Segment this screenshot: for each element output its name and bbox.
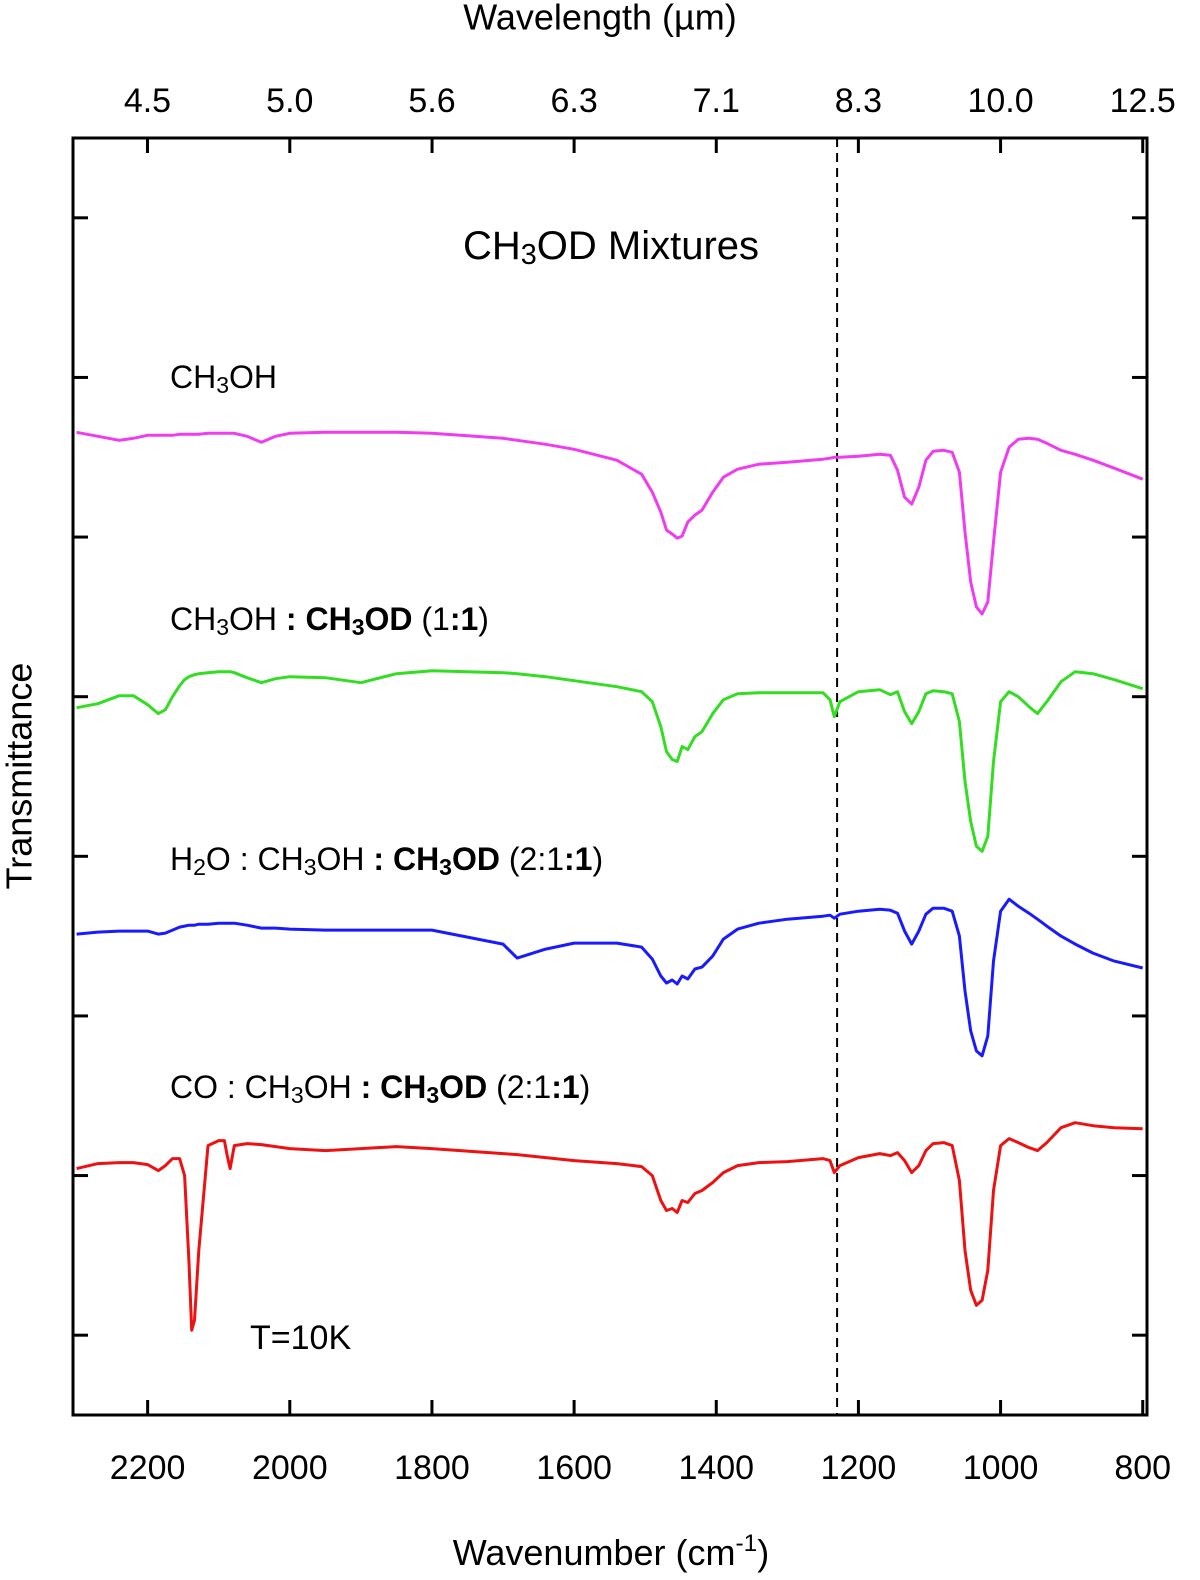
plot-frame [71, 136, 1149, 1417]
series-label-run: ) [580, 1069, 591, 1105]
series-label-run: 3 [216, 614, 229, 640]
series-label-run: OH [317, 841, 374, 877]
series-label-run: : CH [286, 601, 352, 637]
chart-title-run: 3 [521, 239, 537, 271]
series-line [76, 669, 1144, 853]
x2-axis-label: Wavelength (µm) [463, 0, 736, 38]
series-label-run: (2:1 [500, 841, 564, 877]
x-tick-label: 1600 [536, 1449, 612, 1487]
series-label-run: 3 [426, 1082, 439, 1108]
x-axis-label-run: ) [757, 1532, 769, 1573]
series-label-run: OH [304, 1069, 361, 1105]
series-label-run: OH [229, 359, 277, 395]
x-tick-label: 1800 [394, 1449, 470, 1487]
x-axis-label-run: -1 [735, 1530, 757, 1557]
x2-tick-label: 5.6 [408, 82, 455, 120]
series-label-run: CH [170, 359, 216, 395]
x2-tick-label: 4.5 [124, 82, 171, 120]
chart-title-run: OD Mixtures [537, 224, 759, 268]
chart-title-run: CH [463, 224, 521, 268]
series-label-run: OH [229, 601, 286, 637]
series-label: CH3OH : CH3OD (1:1) [170, 601, 489, 640]
series-line [76, 430, 1144, 616]
chart-title: CH3OD Mixtures [463, 224, 759, 272]
x-tick-label: 800 [1114, 1449, 1171, 1487]
x2-tick-label: 5.0 [266, 82, 313, 120]
series-label-run: : CH [361, 1069, 427, 1105]
series-label-run: OD [365, 601, 413, 637]
series-label-run: CO : CH [170, 1069, 291, 1105]
series-label-run: (1 [413, 601, 450, 637]
series-label-run: 3 [439, 854, 452, 880]
x-tick-label: 2200 [110, 1449, 186, 1487]
series-label-run: ) [478, 601, 489, 637]
series-label-run: 3 [304, 854, 317, 880]
x2-tick-label: 8.3 [835, 82, 882, 120]
x-tick-label: 1200 [821, 1449, 897, 1487]
x2-tick-label: 10.0 [967, 82, 1033, 120]
x-tick-label: 1400 [678, 1449, 754, 1487]
series-label-run: : CH [373, 841, 439, 877]
series-label-run: OD [452, 841, 500, 877]
series-line [76, 1121, 1143, 1332]
y-axis-label: Transmittance [0, 663, 40, 890]
x2-tick-label: 7.1 [693, 82, 740, 120]
x-axis-label-run: Wavenumber (cm [453, 1532, 736, 1573]
x-tick-label: 1000 [963, 1449, 1039, 1487]
series-label: H2O : CH3OH : CH3OD (2:1:1) [170, 841, 603, 880]
series-label-run: CH [170, 601, 216, 637]
series-label: CO : CH3OH : CH3OD (2:1:1) [170, 1069, 590, 1108]
series-label-run: 3 [352, 614, 365, 640]
series-label-run: 3 [216, 372, 229, 398]
series-label-run: :1 [551, 1069, 579, 1105]
series-label-run: :1 [450, 601, 478, 637]
series-label-run: ) [592, 841, 603, 877]
series-label-run: :1 [564, 841, 592, 877]
series-label-run: H [170, 841, 193, 877]
x2-tick-label: 6.3 [550, 82, 597, 120]
series-label: CH3OH [170, 359, 277, 398]
series-label-run: 3 [291, 1082, 304, 1108]
series-label-run: 2 [193, 854, 206, 880]
annotation: T=10K [250, 1319, 351, 1357]
series-line [76, 897, 1144, 1058]
x-tick-label: 2000 [252, 1449, 328, 1487]
series-label-run: OD [439, 1069, 487, 1105]
series-label-run: (2:1 [487, 1069, 551, 1105]
series-label-run: O : CH [206, 841, 304, 877]
x-axis-label: Wavenumber (cm-1) [453, 1530, 770, 1573]
x2-tick-label: 12.5 [1110, 82, 1176, 120]
